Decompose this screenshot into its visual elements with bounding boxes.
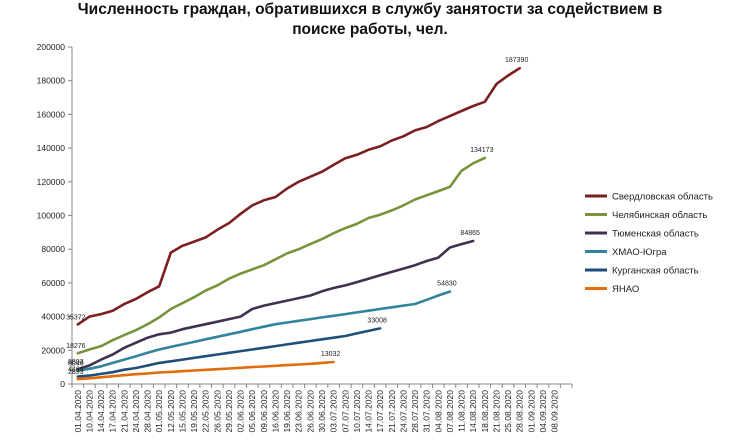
x-tick-label: 14.07.2020 (364, 390, 374, 433)
legend-label: ХМАО-Югра (612, 247, 667, 258)
series-start-label: 4466 (68, 366, 84, 373)
x-tick-label: 25.08.2020 (503, 390, 513, 433)
x-tick-label: 21.07.2020 (387, 390, 397, 433)
series-line (76, 66, 522, 326)
x-tick-label: 16.06.2020 (270, 390, 280, 433)
series-line (76, 156, 487, 355)
x-tick-label: 17.07.2020 (375, 390, 385, 433)
x-tick-label: 07.07.2020 (340, 390, 350, 433)
series-end-label: 84865 (460, 230, 480, 237)
x-tick-label: 01.04.2020 (73, 390, 83, 433)
legend-label: Курганская область (612, 266, 699, 277)
chart-title-line-1: Численность граждан, обратившихся в служ… (77, 1, 663, 18)
series-end-label: 13032 (321, 351, 341, 358)
x-tick-label: 30.06.2020 (317, 390, 327, 433)
series-start-label: 8803 (68, 359, 84, 366)
y-tick-label: 0 (60, 379, 65, 389)
chart-title: Численность граждан, обратившихся в служ… (40, 0, 700, 40)
y-tick-label: 200000 (37, 42, 66, 52)
x-tick-label: 28.08.2020 (515, 390, 525, 433)
series-start-label: 35372 (66, 314, 86, 321)
x-tick-label: 19.06.2020 (282, 390, 292, 433)
series-line (76, 360, 335, 381)
x-tick-label: 01.09.2020 (526, 390, 536, 433)
series-end-label: 187390 (505, 57, 528, 64)
x-tick-label: 15.05.2020 (177, 390, 187, 433)
legend-label: Свердловская область (612, 192, 713, 203)
series-end-label: 33008 (367, 317, 387, 324)
x-tick-label: 10.04.2020 (84, 390, 94, 433)
legend-label: Тюменская область (612, 229, 699, 240)
x-tick-label: 10.07.2020 (352, 390, 362, 433)
x-tick-label: 12.05.2020 (166, 390, 176, 433)
y-tick-label: 140000 (37, 143, 66, 153)
x-tick-label: 22.05.2020 (201, 390, 211, 433)
series-start-label: 18276 (66, 343, 86, 350)
x-tick-label: 05.06.2020 (247, 390, 257, 433)
x-tick-label: 26.05.2020 (212, 390, 222, 433)
y-tick-label: 100000 (37, 211, 66, 221)
x-tick-label: 31.07.2020 (422, 390, 432, 433)
y-tick-label: 20000 (41, 345, 65, 355)
x-tick-label: 29.05.2020 (224, 390, 234, 433)
y-tick-label: 40000 (41, 312, 65, 322)
x-tick-label: 23.06.2020 (294, 390, 304, 433)
x-tick-label: 02.06.2020 (236, 390, 246, 433)
x-tick-label: 17.04.2020 (108, 390, 118, 433)
x-tick-label: 09.06.2020 (259, 390, 269, 433)
y-tick-label: 80000 (41, 244, 65, 254)
series-end-label: 54830 (437, 281, 457, 288)
y-tick-label: 180000 (37, 76, 66, 86)
series-start-label: 2893 (68, 369, 84, 376)
legend-label: ЯНАО (612, 284, 639, 295)
series-end-label: 134173 (470, 147, 493, 154)
legend-label: Челябинская область (612, 210, 707, 221)
x-tick-label: 24.04.2020 (131, 390, 141, 433)
series-line (76, 290, 452, 372)
x-tick-label: 11.08.2020 (457, 390, 467, 432)
x-tick-label: 07.08.2020 (445, 390, 455, 433)
x-tick-label: 24.07.2020 (398, 390, 408, 433)
x-tick-label: 01.05.2020 (154, 390, 164, 433)
series-start-label: 8046 (68, 360, 84, 367)
y-tick-label: 60000 (41, 278, 65, 288)
x-tick-label: 04.08.2020 (433, 390, 443, 433)
x-tick-label: 03.07.2020 (329, 390, 339, 433)
x-tick-label: 28.04.2020 (143, 390, 153, 433)
x-tick-label: 21.04.2020 (119, 390, 129, 433)
x-tick-label: 28.07.2020 (410, 390, 420, 433)
x-tick-label: 14.04.2020 (96, 390, 106, 433)
y-tick-label: 120000 (37, 177, 66, 187)
y-tick-label: 160000 (37, 109, 66, 119)
x-tick-label: 04.09.2020 (538, 390, 548, 433)
series-line (76, 239, 475, 371)
x-tick-label: 08.09.2020 (550, 390, 560, 433)
series-line (76, 327, 382, 378)
x-tick-label: 14.08.2020 (468, 390, 478, 433)
x-tick-label: 21.08.2020 (491, 390, 501, 433)
x-tick-label: 19.05.2020 (189, 390, 199, 433)
chart-title-line-2: поиске работы, чел. (292, 21, 448, 38)
x-tick-label: 18.08.2020 (480, 390, 490, 433)
x-tick-label: 26.06.2020 (305, 390, 315, 433)
